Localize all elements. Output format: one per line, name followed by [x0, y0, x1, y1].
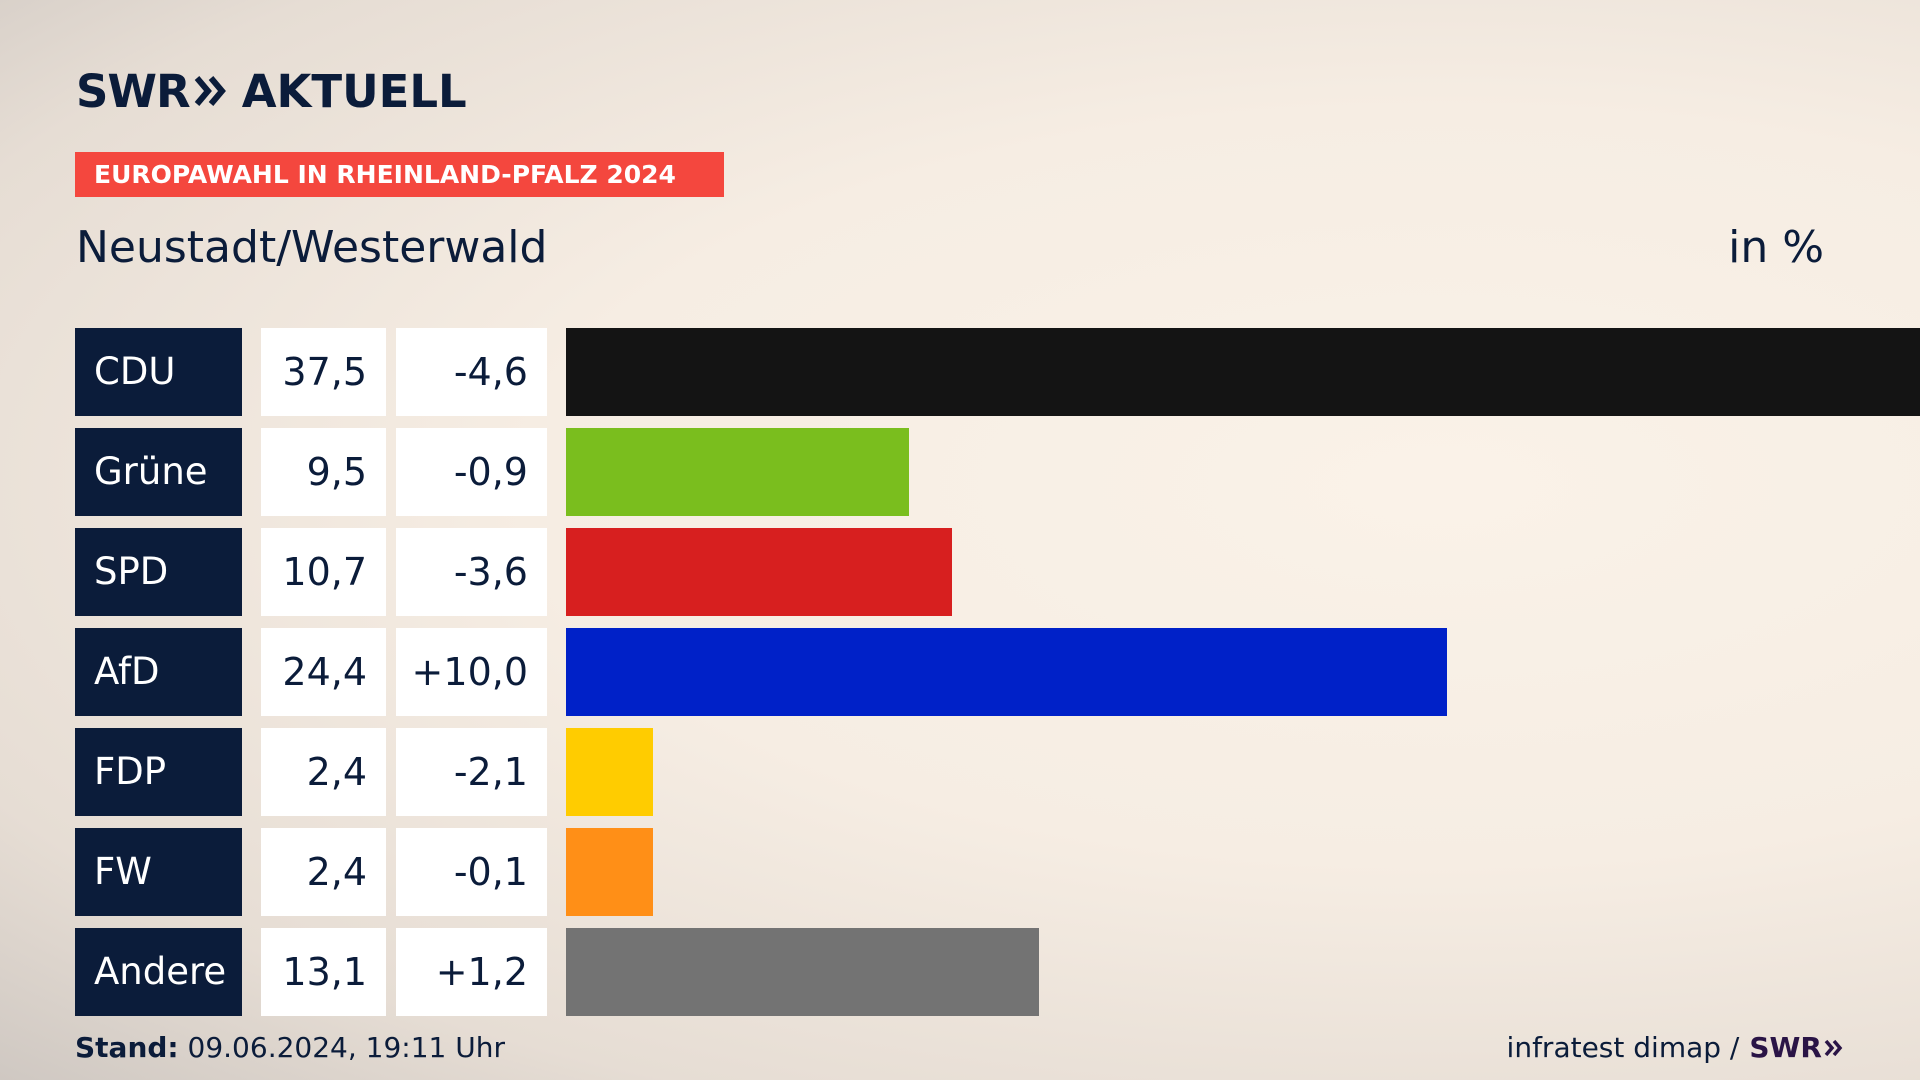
timestamp: Stand: 09.06.2024, 19:11 Uhr [75, 1030, 505, 1066]
vote-change-value: +1,2 [396, 928, 547, 1016]
vote-share-bar [566, 328, 1920, 416]
logo-swr-text: SWR [76, 64, 191, 118]
vote-change-value: +10,0 [396, 628, 547, 716]
vote-share-value: 37,5 [261, 328, 386, 416]
stand-label: Stand: [75, 1031, 179, 1064]
election-tag: EUROPAWAHL IN RHEINLAND-PFALZ 2024 [75, 152, 724, 197]
vote-share-value: 24,4 [261, 628, 386, 716]
region-title: Neustadt/Westerwald [76, 222, 548, 273]
vote-share-value: 9,5 [261, 428, 386, 516]
logo-aktuell-text: AKTUELL [241, 64, 467, 118]
vote-share-value: 13,1 [261, 928, 386, 1016]
party-label: FW [75, 828, 242, 916]
vote-change-value: -4,6 [396, 328, 547, 416]
party-label: SPD [75, 528, 242, 616]
stand-value: 09.06.2024, 19:11 Uhr [187, 1031, 505, 1064]
party-label: Andere [75, 928, 242, 1016]
vote-share-bar [566, 628, 1447, 716]
vote-share-value: 2,4 [261, 828, 386, 916]
vote-share-bar [566, 528, 952, 616]
party-label: AfD [75, 628, 242, 716]
vote-share-bar [566, 428, 909, 516]
unit-label: in % [1728, 222, 1824, 273]
vote-share-bar [566, 928, 1039, 1016]
vote-change-value: -0,9 [396, 428, 547, 516]
swr-aktuell-logo: SWR AKTUELL [76, 64, 467, 118]
source-text: infratest dimap / [1506, 1031, 1740, 1064]
vote-change-value: -0,1 [396, 828, 547, 916]
vote-change-value: -3,6 [396, 528, 547, 616]
vote-share-bar [566, 728, 653, 816]
double-chevron-right-icon [1824, 1038, 1844, 1058]
source-swr-logo: SWR [1749, 1030, 1844, 1066]
vote-share-value: 2,4 [261, 728, 386, 816]
source-swr-text: SWR [1749, 1031, 1822, 1064]
party-label: FDP [75, 728, 242, 816]
double-chevron-right-icon [194, 74, 228, 108]
party-label: Grüne [75, 428, 242, 516]
vote-share-bar [566, 828, 653, 916]
source-credit: infratest dimap / SWR [1507, 1030, 1844, 1066]
vote-share-value: 10,7 [261, 528, 386, 616]
party-label: CDU [75, 328, 242, 416]
vote-change-value: -2,1 [396, 728, 547, 816]
